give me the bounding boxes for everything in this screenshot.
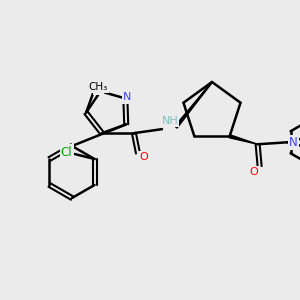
Text: N: N: [289, 136, 298, 149]
Text: Cl: Cl: [61, 146, 72, 158]
Polygon shape: [229, 135, 258, 144]
Text: CH₃: CH₃: [88, 82, 108, 92]
Text: O: O: [94, 84, 103, 94]
Text: NH: NH: [162, 116, 178, 126]
Text: O: O: [249, 167, 258, 177]
Text: O: O: [140, 152, 148, 162]
Polygon shape: [175, 82, 212, 128]
Text: N: N: [123, 92, 131, 103]
